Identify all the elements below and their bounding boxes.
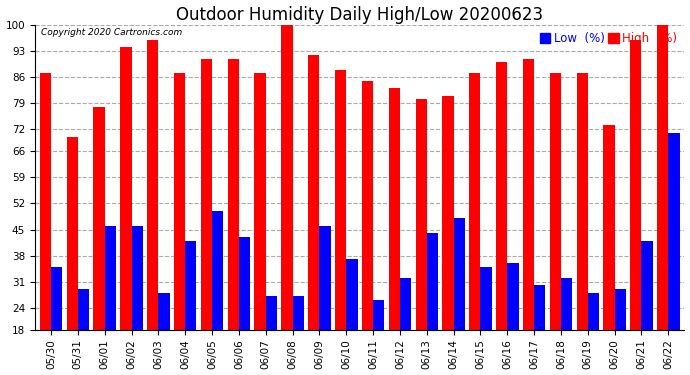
Bar — [105, 226, 116, 330]
Legend: Low  (%), High  (%): Low (%), High (%) — [538, 31, 678, 46]
Bar — [239, 237, 250, 330]
Bar — [346, 259, 357, 330]
Bar — [577, 74, 588, 330]
Bar — [66, 136, 78, 330]
Bar — [588, 292, 599, 330]
Bar — [669, 133, 680, 330]
Title: Outdoor Humidity Daily High/Low 20200623: Outdoor Humidity Daily High/Low 20200623 — [176, 6, 543, 24]
Bar — [507, 263, 519, 330]
Bar — [293, 296, 304, 330]
Bar — [335, 70, 346, 330]
Bar — [132, 226, 143, 330]
Bar — [40, 74, 51, 330]
Bar — [603, 126, 615, 330]
Bar — [255, 74, 266, 330]
Bar — [308, 55, 319, 330]
Bar — [266, 296, 277, 330]
Bar — [642, 241, 653, 330]
Bar — [362, 81, 373, 330]
Bar — [415, 99, 427, 330]
Bar — [120, 47, 132, 330]
Bar — [657, 25, 669, 330]
Bar — [147, 40, 159, 330]
Bar — [630, 40, 642, 330]
Bar — [388, 88, 400, 330]
Bar — [561, 278, 572, 330]
Bar — [480, 267, 492, 330]
Bar — [523, 58, 534, 330]
Text: Copyright 2020 Cartronics.com: Copyright 2020 Cartronics.com — [41, 28, 183, 37]
Bar — [534, 285, 545, 330]
Bar — [282, 25, 293, 330]
Bar — [453, 218, 465, 330]
Bar — [469, 74, 480, 330]
Bar — [201, 58, 212, 330]
Bar — [185, 241, 197, 330]
Bar — [615, 289, 626, 330]
Bar — [212, 211, 224, 330]
Bar — [550, 74, 561, 330]
Bar — [159, 292, 170, 330]
Bar — [373, 300, 384, 330]
Bar — [442, 96, 453, 330]
Bar — [400, 278, 411, 330]
Bar — [496, 62, 507, 330]
Bar — [93, 107, 105, 330]
Bar — [228, 58, 239, 330]
Bar — [51, 267, 62, 330]
Bar — [174, 74, 185, 330]
Bar — [319, 226, 331, 330]
Bar — [78, 289, 89, 330]
Bar — [427, 233, 438, 330]
